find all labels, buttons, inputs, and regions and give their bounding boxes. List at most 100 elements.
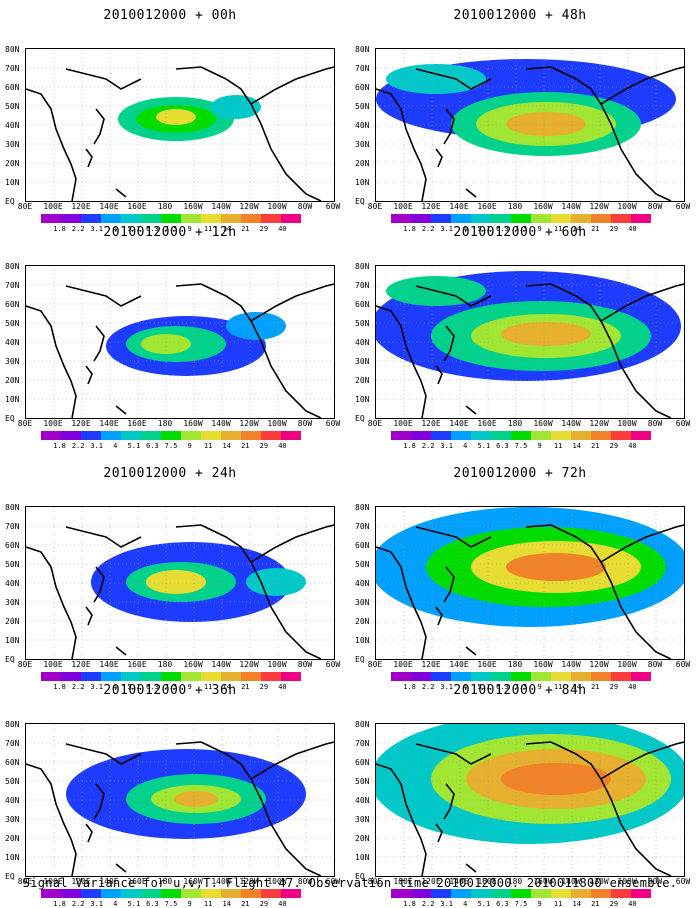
latitude-tick-label: 20N xyxy=(355,376,370,385)
colorbar-level-label: 14 xyxy=(572,442,581,450)
colorbar-swatch xyxy=(181,214,201,223)
colorbar-level-label: 3.1 xyxy=(440,225,454,233)
colorbar-swatch xyxy=(491,214,511,223)
longitude-tick-label: 120W xyxy=(589,877,609,886)
coastline-1 xyxy=(65,743,142,765)
map-area xyxy=(25,723,335,877)
colorbar-level-label: 21 xyxy=(241,442,250,450)
coastline-4 xyxy=(250,524,334,563)
latitude-tick-label: EQ xyxy=(5,197,15,206)
colorbar-swatch xyxy=(181,431,201,440)
longitude-tick-label: 140W xyxy=(561,419,581,428)
coastline-0 xyxy=(376,88,427,201)
colorbar-level-label: 2.2 xyxy=(421,225,435,233)
colorbar-swatch xyxy=(241,672,261,681)
colorbar-level-label: 29 xyxy=(609,900,619,908)
colorbar-level-label: 14 xyxy=(222,900,231,908)
contour-map xyxy=(26,507,334,659)
colorbar-swatch xyxy=(201,672,221,681)
colorbar-labels: 1.8 2.2 3.1 4 5.1 6.3 7.5 9 11 14 21 29 40 xyxy=(391,442,651,450)
coastline-6 xyxy=(435,823,443,843)
longitude-tick-label: 60W xyxy=(325,202,341,211)
colorbar-swatch xyxy=(41,672,61,681)
longitude-tick-label: 140E xyxy=(99,877,119,886)
latitude-tick-label: 80N xyxy=(355,45,370,54)
coastline-0 xyxy=(376,763,427,876)
coastline-2 xyxy=(93,566,105,603)
colorbar-level-label: 4 xyxy=(463,225,468,233)
longitude-tick-label: 180 xyxy=(157,419,173,428)
coastline-4 xyxy=(600,283,684,322)
colorbar-swatch xyxy=(511,889,531,898)
colorbar-swatch xyxy=(571,431,591,440)
longitude-tick-label: 160W xyxy=(533,660,553,669)
coastline-7 xyxy=(465,646,477,656)
coastline-1 xyxy=(415,743,492,765)
colorbar-level-label: 14 xyxy=(222,225,231,233)
latitude-tick-label: 10N xyxy=(5,395,20,404)
longitude-tick-label: 80W xyxy=(647,202,663,211)
latitude-tick-label: 40N xyxy=(355,579,370,588)
colorbar-swatch xyxy=(241,214,261,223)
colorbar-level-label: 5.1 xyxy=(477,225,491,233)
colorbar-level-label: 4 xyxy=(113,900,118,908)
coastline-1 xyxy=(415,68,492,90)
variance-contour-fill xyxy=(501,763,611,795)
longitude-tick-label: 100E xyxy=(43,660,63,669)
latitude-tick-label: 40N xyxy=(355,338,370,347)
latitude-tick-label: 50N xyxy=(355,560,370,569)
colorbar-swatch xyxy=(571,214,591,223)
colorbar-swatch xyxy=(391,672,411,681)
longitude-tick-label: 140E xyxy=(99,202,119,211)
longitude-tick-label: 160E xyxy=(127,660,147,669)
variance-contour-fill xyxy=(501,322,591,346)
coastline-4 xyxy=(600,524,684,563)
colorbar-swatch xyxy=(161,431,181,440)
colorbar-level-label: 40 xyxy=(628,442,637,450)
latitude-tick-label: EQ xyxy=(5,414,15,423)
coastline-6 xyxy=(85,823,93,843)
latitude-tick-label: 50N xyxy=(355,319,370,328)
coastline-3 xyxy=(550,66,672,201)
colorbar-level-label: 29 xyxy=(609,225,619,233)
longitude-tick-label: 140W xyxy=(211,877,231,886)
variance-contour-fill xyxy=(506,553,606,581)
colorbar-swatch xyxy=(241,431,261,440)
latitude-tick-label: 20N xyxy=(355,159,370,168)
coastline-3 xyxy=(550,283,672,418)
longitude-tick-label: 140E xyxy=(99,660,119,669)
colorbar-swatch xyxy=(511,214,531,223)
longitude-labels: 80E 100E 120E 140E 160E 180 160W 140W 120W 100W 80… xyxy=(18,202,341,212)
longitude-labels: 80E 100E 120E 140E 160E 180 160W 140W 120W 100W 80… xyxy=(18,419,341,429)
latitude-tick-label: 40N xyxy=(355,796,370,805)
longitude-tick-label: 100W xyxy=(267,419,287,428)
longitude-tick-label: 60W xyxy=(675,419,691,428)
latitude-tick-label: 60N xyxy=(355,83,370,92)
colorbar-level-label: 40 xyxy=(278,225,287,233)
colorbar-level-label: 1.8 xyxy=(53,900,66,908)
colorbar-swatch xyxy=(491,431,511,440)
colorbar-level-label: 1.8 xyxy=(403,225,416,233)
latitude-tick-label: 80N xyxy=(355,720,370,729)
longitude-tick-label: 140E xyxy=(449,419,469,428)
latitude-tick-label: 70N xyxy=(355,281,370,290)
colorbar-swatch xyxy=(491,889,511,898)
colorbar-level-label: 7.5 xyxy=(514,442,528,450)
longitude-tick-label: 80E xyxy=(17,660,33,669)
colorbar-level-label: 14 xyxy=(572,900,581,908)
colorbar-swatch xyxy=(261,889,281,898)
coastline-4 xyxy=(250,741,334,780)
longitude-tick-label: 60W xyxy=(325,419,341,428)
colorbar-level-label: 3.1 xyxy=(440,442,454,450)
latitude-tick-label: 30N xyxy=(5,815,20,824)
coastline-7 xyxy=(115,863,127,873)
colorbar-level-label: 3.1 xyxy=(90,225,104,233)
colorbar-level-label: 5.1 xyxy=(127,442,141,450)
colorbar-swatch xyxy=(631,889,651,898)
colorbar-swatch xyxy=(531,889,551,898)
colorbar-level-label: 9 xyxy=(187,900,192,908)
colorbar-swatch xyxy=(261,431,281,440)
colorbar-swatch xyxy=(471,431,491,440)
colorbar-level-label: 1.8 xyxy=(403,900,416,908)
coastline-2 xyxy=(443,325,455,362)
